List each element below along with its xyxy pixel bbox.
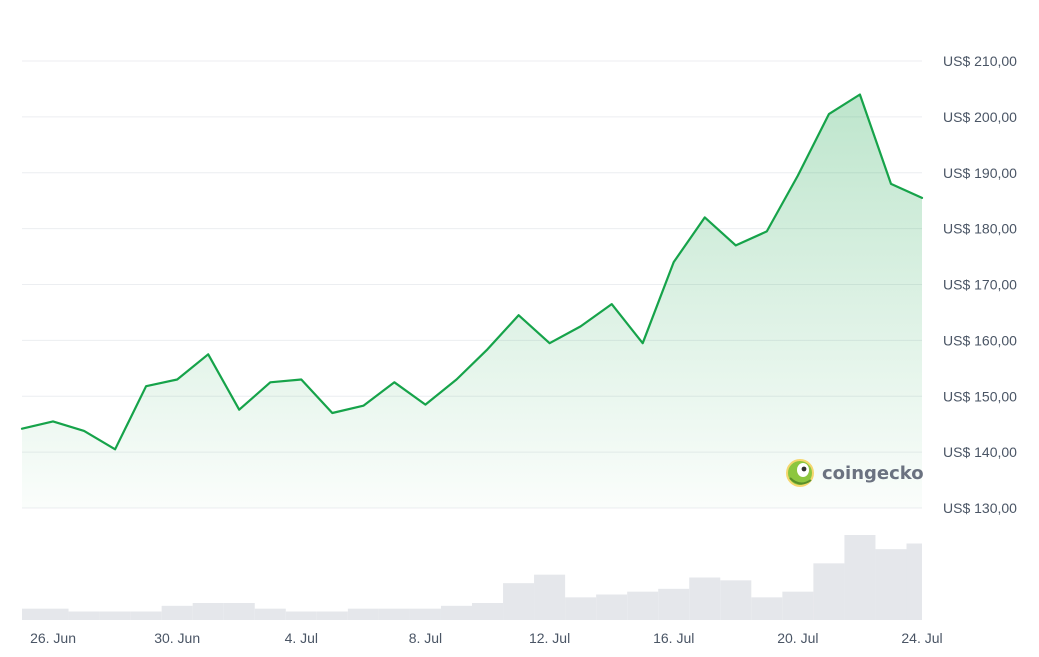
- coingecko-watermark: coingecko: [786, 459, 924, 487]
- y-tick-label: US$ 140,00: [943, 444, 1017, 460]
- volume-bar: [285, 611, 317, 620]
- x-axis: 26. Jun 30. Jun 4. Jul 8. Jul 12. Jul 16. Jul…: [30, 630, 943, 646]
- volume-bar: [503, 583, 535, 620]
- volume-bar: [751, 597, 783, 620]
- x-tick-label: 24. Jul: [901, 630, 942, 646]
- y-tick-label: US$ 210,00: [943, 53, 1017, 69]
- volume-bar: [37, 608, 69, 620]
- volume-bar: [844, 535, 876, 620]
- volume-bar: [192, 603, 224, 620]
- x-tick-label: 8. Jul: [409, 630, 442, 646]
- y-tick-label: US$ 200,00: [943, 109, 1017, 125]
- volume-bar: [99, 611, 131, 620]
- y-tick-label: US$ 160,00: [943, 332, 1017, 348]
- volume-bar: [316, 611, 348, 620]
- watermark-text: coingecko: [822, 463, 924, 484]
- price-area-fill: [22, 94, 922, 508]
- volume-bar: [720, 580, 752, 620]
- x-tick-label: 20. Jul: [777, 630, 818, 646]
- volume-bar: [782, 591, 814, 620]
- volume-bar: [534, 574, 566, 620]
- volume-bar: [378, 608, 410, 620]
- volume-bar: [875, 549, 907, 620]
- volume-bar: [565, 597, 597, 620]
- volume-bar: [223, 603, 255, 620]
- y-tick-label: US$ 190,00: [943, 165, 1017, 181]
- x-tick-label: 4. Jul: [285, 630, 318, 646]
- x-tick-label: 26. Jun: [30, 630, 76, 646]
- y-tick-label: US$ 180,00: [943, 221, 1017, 237]
- y-axis: US$ 210,00 US$ 200,00 US$ 190,00 US$ 180,00…: [943, 53, 1017, 516]
- volume-bar: [596, 594, 628, 620]
- x-tick-label: 30. Jun: [154, 630, 200, 646]
- price-line: [20, 93, 924, 451]
- volume-bar: [68, 611, 100, 620]
- gecko-icon: [786, 459, 814, 487]
- volume-bar: [906, 543, 922, 620]
- y-tick-label: US$ 150,00: [943, 388, 1017, 404]
- volume-bar: [813, 563, 845, 620]
- volume-bar: [440, 605, 472, 620]
- y-tick-label: US$ 130,00: [943, 500, 1017, 516]
- volume-bar: [22, 608, 38, 620]
- y-tick-label: US$ 170,00: [943, 277, 1017, 293]
- x-tick-label: 16. Jul: [653, 630, 694, 646]
- volume-bar: [658, 588, 690, 620]
- volume-bar: [161, 605, 193, 620]
- volume-bar: [254, 608, 286, 620]
- x-tick-label: 12. Jul: [529, 630, 570, 646]
- volume-bar: [130, 611, 162, 620]
- volume-area: [22, 535, 922, 620]
- volume-bar: [347, 608, 379, 620]
- volume-bar: [472, 603, 504, 620]
- volume-bar: [627, 591, 659, 620]
- volume-bar: [409, 608, 441, 620]
- volume-bar: [689, 577, 721, 620]
